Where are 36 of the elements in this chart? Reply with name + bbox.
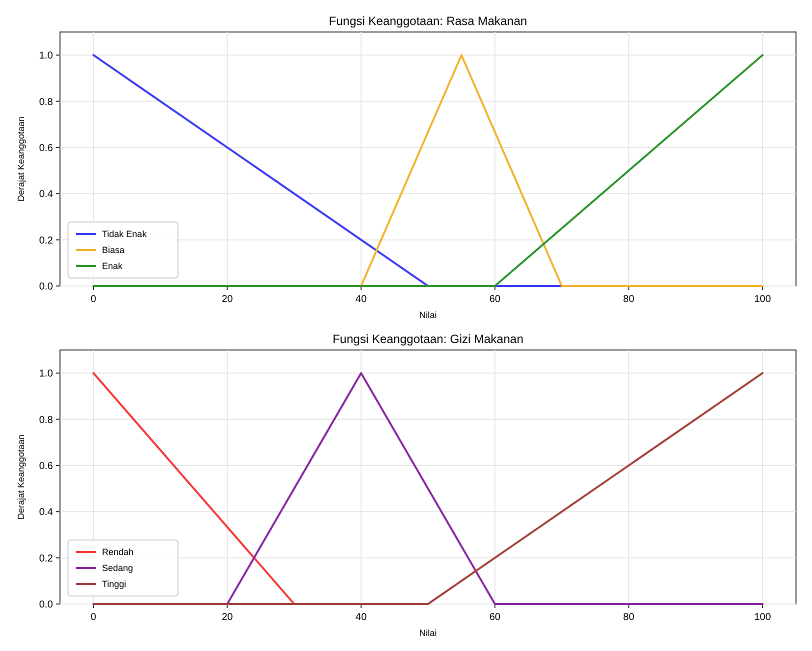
y-tick-label: 0.4	[39, 507, 54, 518]
y-axis-title: Derajat Keanggotaan	[16, 434, 26, 520]
y-axis-title: Derajat Keanggotaan	[16, 116, 26, 202]
legend-label: Biasa	[102, 245, 125, 256]
x-tick-label: 0	[90, 294, 97, 305]
x-tick-label: 40	[356, 612, 368, 623]
x-tick-label: 20	[222, 612, 234, 623]
legend-label: Tidak Enak	[102, 229, 148, 240]
y-tick-label: 0.6	[39, 142, 54, 154]
chart-title: Fungsi Keanggotaan: Rasa Makanan	[328, 14, 528, 28]
chart-title: Fungsi Keanggotaan: Gizi Makanan	[332, 332, 524, 346]
y-tick-label: 0.0	[39, 282, 54, 292]
y-tick-label: 0.4	[39, 189, 54, 200]
x-tick-label: 40	[356, 294, 368, 305]
x-tick-label: 60	[489, 294, 501, 305]
x-tick-label: 100	[754, 294, 772, 305]
legend-label: Enak	[102, 261, 124, 272]
y-tick-label: 0.8	[39, 96, 54, 108]
y-tick-label: 0.2	[39, 235, 54, 246]
y-tick-label: 1.0	[39, 368, 54, 380]
legend-label: Tinggi	[102, 579, 126, 590]
y-tick-label: 0.8	[39, 414, 54, 426]
x-tick-label: 0	[90, 612, 97, 623]
y-tick-label: 0.0	[39, 600, 54, 610]
legend-label: Rendah	[102, 547, 134, 558]
x-tick-label: 80	[623, 294, 635, 305]
y-tick-label: 0.2	[39, 553, 54, 564]
x-axis-title: Nilai	[419, 310, 437, 320]
legend-label: Sedang	[102, 563, 134, 574]
x-axis-title: Nilai	[419, 628, 437, 638]
x-tick-label: 80	[623, 612, 635, 623]
y-tick-label: 1.0	[39, 50, 54, 62]
x-tick-label: 20	[222, 294, 234, 305]
x-tick-label: 60	[489, 612, 501, 623]
y-tick-label: 0.6	[39, 460, 54, 472]
x-tick-label: 100	[754, 612, 772, 623]
